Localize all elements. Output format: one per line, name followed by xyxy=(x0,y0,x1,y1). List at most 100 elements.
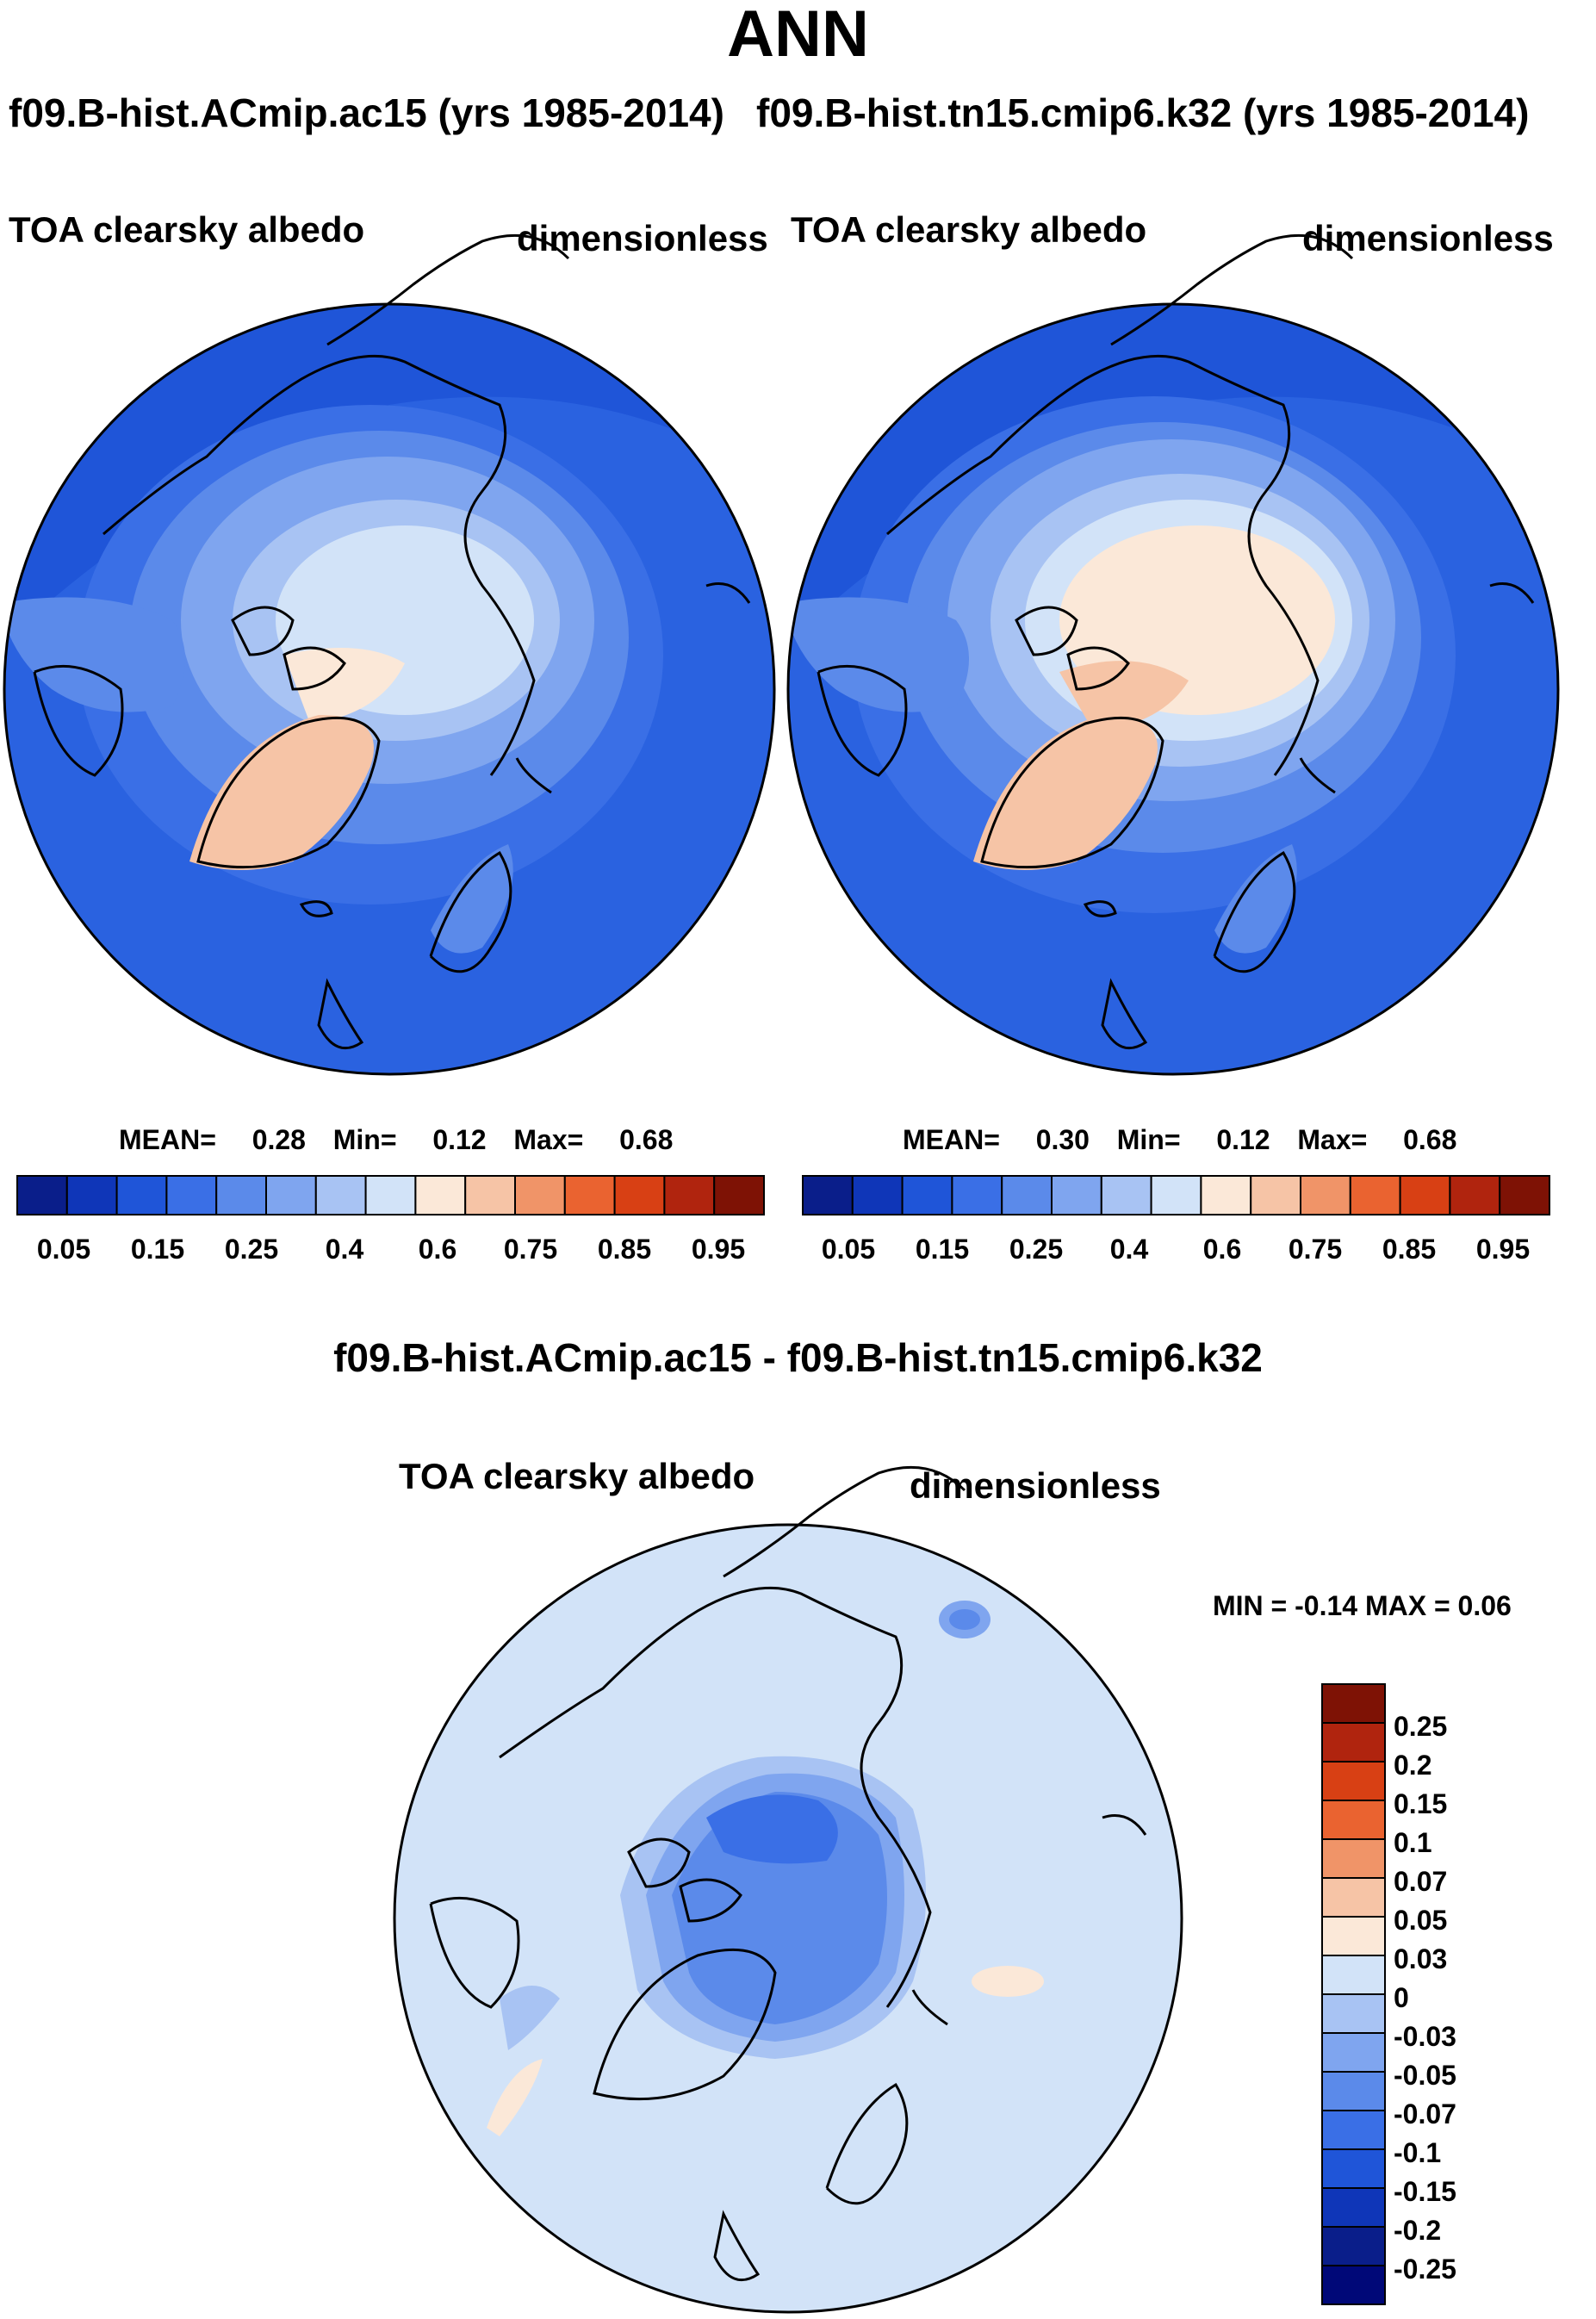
left-colorbar-box xyxy=(314,1175,367,1215)
right-colorbar-box xyxy=(1001,1175,1053,1215)
difference-colorbar xyxy=(1321,1683,1386,2305)
difference-colorbar-box xyxy=(1321,1955,1386,1995)
right-colorbar-box xyxy=(1200,1175,1252,1215)
left-colorbar-tick: 0.85 xyxy=(597,1234,652,1265)
difference-polar-map xyxy=(393,1465,1183,2314)
difference-colorbar-box xyxy=(1321,1683,1386,1724)
right-polar-map xyxy=(786,233,1560,1076)
left-colorbar-box xyxy=(613,1175,666,1215)
left-max-label: Max= xyxy=(513,1124,584,1155)
right-colorbar-box xyxy=(1051,1175,1102,1215)
difference-colorbar-box xyxy=(1321,1800,1386,1840)
difference-min-max: MIN = -0.14 MAX = 0.06 xyxy=(1213,1590,1512,1621)
right-mean-label: MEAN= xyxy=(903,1124,1000,1155)
right-colorbar-tick: 0.95 xyxy=(1475,1234,1531,1265)
left-panel-variable-label: TOA clearsky albedo xyxy=(9,209,365,250)
difference-colorbar-tick: 0.25 xyxy=(1394,1711,1448,1742)
left-colorbar-tick: 0.95 xyxy=(691,1234,746,1265)
difference-colorbar-tick: 0.07 xyxy=(1394,1866,1448,1897)
right-colorbar-box xyxy=(1250,1175,1301,1215)
left-colorbar-tick: 0.6 xyxy=(418,1234,457,1265)
right-panel-run-title: f09.B-hist.tn15.cmip6.k32 (yrs 1985-2014… xyxy=(756,90,1530,135)
right-colorbar-box xyxy=(951,1175,1003,1215)
left-colorbar-box xyxy=(414,1175,467,1215)
difference-colorbar-box xyxy=(1321,1761,1386,1801)
left-colorbar-box xyxy=(65,1175,118,1215)
left-colorbar-tick: 0.25 xyxy=(224,1234,279,1265)
difference-colorbar-box xyxy=(1321,2032,1386,2073)
left-colorbar-box xyxy=(165,1175,218,1215)
difference-colorbar-box xyxy=(1321,1877,1386,1918)
right-colorbar-tick: 0.05 xyxy=(821,1234,876,1265)
right-colorbar xyxy=(802,1175,1550,1215)
left-colorbar-tick: 0.75 xyxy=(503,1234,558,1265)
right-colorbar-box xyxy=(1300,1175,1351,1215)
right-min-value: 0.12 xyxy=(1216,1124,1270,1155)
difference-colorbar-tick: 0.15 xyxy=(1394,1788,1448,1819)
left-polar-map xyxy=(3,233,776,1076)
difference-colorbar-tick: -0.05 xyxy=(1394,2060,1456,2091)
left-colorbar-tick: 0.4 xyxy=(325,1234,364,1265)
difference-colorbar-box xyxy=(1321,1838,1386,1879)
right-colorbar-box xyxy=(802,1175,854,1215)
difference-colorbar-tick: -0.25 xyxy=(1394,2254,1456,2285)
difference-colorbar-tick: 0.03 xyxy=(1394,1943,1448,1974)
right-panel-stats: MEAN= 0.30 Min= 0.12 Max= 0.68 xyxy=(903,1126,1456,1153)
difference-colorbar-tick: 0.1 xyxy=(1394,1827,1432,1858)
left-colorbar-box xyxy=(713,1175,766,1215)
difference-colorbar-tick: -0.1 xyxy=(1394,2137,1442,2168)
difference-colorbar-box xyxy=(1321,1722,1386,1763)
right-colorbar-box xyxy=(1449,1175,1501,1215)
left-colorbar-box xyxy=(663,1175,716,1215)
left-colorbar-box xyxy=(364,1175,417,1215)
left-mean-label: MEAN= xyxy=(119,1124,216,1155)
left-min-label: Min= xyxy=(332,1124,397,1155)
left-colorbar-box xyxy=(115,1175,168,1215)
right-min-label: Min= xyxy=(1116,1124,1181,1155)
difference-colorbar-box xyxy=(1321,2148,1386,2189)
difference-colorbar-tick: 0.05 xyxy=(1394,1905,1448,1936)
right-max-label: Max= xyxy=(1297,1124,1368,1155)
difference-colorbar-box xyxy=(1321,2071,1386,2111)
left-colorbar-box xyxy=(563,1175,616,1215)
left-colorbar-box xyxy=(16,1175,68,1215)
difference-title: f09.B-hist.ACmip.ac15 - f09.B-hist.tn15.… xyxy=(333,1335,1263,1380)
right-colorbar-tick: 0.4 xyxy=(1109,1234,1149,1265)
difference-colorbar-tick: 0.2 xyxy=(1394,1750,1432,1781)
right-panel-variable-label: TOA clearsky albedo xyxy=(791,209,1147,250)
left-colorbar-tick: 0.15 xyxy=(130,1234,185,1265)
difference-colorbar-box xyxy=(1321,1993,1386,2034)
left-colorbar xyxy=(16,1175,766,1215)
right-colorbar-tick: 0.6 xyxy=(1202,1234,1242,1265)
right-colorbar-box xyxy=(1499,1175,1550,1215)
left-colorbar-box xyxy=(464,1175,517,1215)
figure-title: ANN xyxy=(727,0,869,71)
difference-colorbar-tick: -0.03 xyxy=(1394,2021,1456,2052)
difference-colorbar-box xyxy=(1321,1916,1386,1956)
left-max-value: 0.68 xyxy=(619,1124,674,1155)
right-colorbar-box xyxy=(901,1175,953,1215)
left-colorbar-box xyxy=(514,1175,566,1215)
difference-colorbar-box xyxy=(1321,2265,1386,2305)
right-colorbar-tick: 0.15 xyxy=(915,1234,970,1265)
difference-variable-label: TOA clearsky albedo xyxy=(399,1456,755,1496)
left-panel-run-title: f09.B-hist.ACmip.ac15 (yrs 1985-2014) xyxy=(9,90,724,135)
difference-colorbar-box xyxy=(1321,2110,1386,2150)
right-colorbar-box xyxy=(1150,1175,1202,1215)
right-max-value: 0.68 xyxy=(1403,1124,1457,1155)
difference-colorbar-box xyxy=(1321,2226,1386,2266)
difference-colorbar-tick: -0.2 xyxy=(1394,2215,1442,2246)
right-colorbar-box xyxy=(1399,1175,1451,1215)
difference-colorbar-tick: 0 xyxy=(1394,1982,1409,2013)
left-mean-value: 0.28 xyxy=(252,1124,306,1155)
difference-colorbar-tick: -0.07 xyxy=(1394,2098,1456,2129)
right-colorbar-tick: 0.85 xyxy=(1382,1234,1437,1265)
right-mean-value: 0.30 xyxy=(1035,1124,1090,1155)
left-colorbar-tick: 0.05 xyxy=(36,1234,91,1265)
right-colorbar-box xyxy=(851,1175,904,1215)
left-colorbar-box xyxy=(215,1175,267,1215)
right-colorbar-box xyxy=(1349,1175,1401,1215)
difference-units-label: dimensionless xyxy=(910,1465,1161,1506)
right-colorbar-tick: 0.25 xyxy=(1009,1234,1064,1265)
